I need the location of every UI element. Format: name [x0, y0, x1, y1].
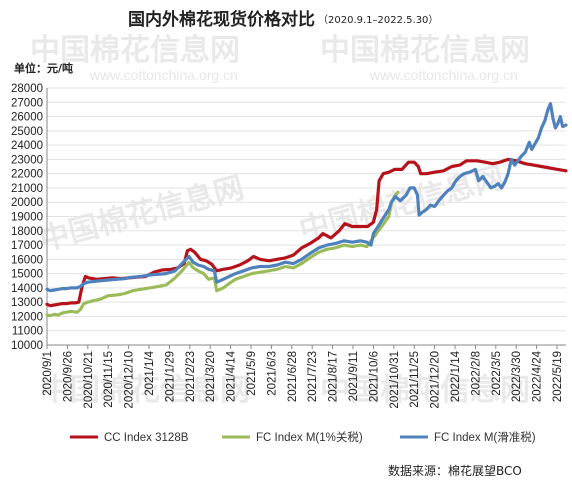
y-tick-label: 16000 — [11, 254, 43, 266]
x-tick-label: 2021/3/20 — [205, 351, 217, 402]
chart-title: 国内外棉花现货价格对比 — [128, 9, 315, 30]
series-fc-index-sliding — [45, 102, 568, 293]
y-tick-label: 25000 — [11, 126, 43, 138]
y-axis: 10000 11000 12000 13000 14000 15000 16000 17000… — [11, 83, 48, 352]
svg-text:www.cottonchina.org.cn: www.cottonchina.org.cn — [369, 67, 518, 83]
x-tick-label: 2021/5/9 — [246, 351, 258, 396]
data-source: 数据来源：棉花展望BCO — [388, 463, 522, 478]
x-tick-label: 2021/8/17 — [328, 351, 340, 402]
x-tick-label: 2021/10/6 — [368, 351, 380, 402]
y-tick-label: 15000 — [11, 269, 43, 281]
svg-text:www.cottonchina.org.cn: www.cottonchina.org.cn — [89, 67, 238, 83]
y-tick-label: 24000 — [11, 140, 43, 152]
gridlines — [47, 87, 566, 346]
y-tick-label: 27000 — [11, 97, 43, 109]
y-tick-label: 11000 — [12, 326, 43, 338]
y-tick-label: 17000 — [11, 240, 43, 252]
x-tick-label: 2022/2/8 — [470, 351, 482, 396]
x-tick-label: 2021/1/29 — [164, 351, 176, 402]
series-layer — [45, 102, 568, 318]
y-tick-label: 21000 — [11, 183, 43, 195]
series-fc-index-1pct — [45, 190, 400, 318]
y-tick-label: 26000 — [11, 112, 43, 124]
x-tick-label: 2021/11/25 — [409, 351, 421, 408]
y-tick-label: 10000 — [11, 340, 43, 352]
x-tick-label: 2020/12/10 — [124, 351, 136, 409]
y-tick-label: 12000 — [11, 311, 43, 323]
x-tick-label: 2021/2/23 — [185, 351, 197, 402]
svg-text:中国棉花信息网: 中国棉花信息网 — [40, 373, 250, 408]
chart-title-group: 国内外棉花现货价格对比 （2020.9.1–2022.5.30） — [128, 9, 438, 30]
legend-label-fc-1pct: FC Index M(1%关税) — [256, 430, 363, 444]
x-tick-label: 2020/9/1 — [42, 351, 54, 396]
series-cc-index — [45, 157, 568, 308]
y-tick-label: 20000 — [11, 197, 43, 209]
y-tick-label: 13000 — [11, 297, 43, 309]
x-tick-label: 2020/10/21 — [83, 351, 95, 409]
chart-subtitle: （2020.9.1–2022.5.30） — [318, 14, 438, 26]
x-tick-label: 2021/1/4 — [144, 350, 156, 395]
x-tick-label: 2022/3/5 — [491, 351, 503, 396]
legend-label-fc-sliding: FC Index M(滑准税) — [434, 430, 536, 444]
x-tick-label: 2022/5/19 — [552, 351, 564, 402]
x-tick-label: 2021/6/28 — [287, 351, 299, 402]
x-tick-label: 2021/7/23 — [307, 351, 319, 402]
legend-item-fc-1pct: FC Index M(1%关税) — [222, 430, 363, 444]
legend: CC Index 3128B FC Index M(1%关税) FC Index… — [70, 430, 536, 444]
x-tick-label: 2021/12/20 — [430, 351, 442, 409]
svg-text:中国棉花信息网: 中国棉花信息网 — [320, 373, 530, 408]
x-tick-label: 2020/11/15 — [103, 351, 115, 408]
x-tick-label: 2021/6/3 — [266, 351, 278, 396]
x-tick-label: 2022/4/24 — [532, 350, 544, 402]
legend-label-cc: CC Index 3128B — [104, 432, 189, 444]
y-tick-label: 22000 — [11, 169, 43, 181]
y-tick-label: 23000 — [11, 154, 43, 166]
y-tick-label: 14000 — [11, 283, 43, 295]
x-tick-label: 2021/10/31 — [389, 351, 401, 409]
y-tick-label: 19000 — [11, 212, 43, 224]
unit-label: 单位：元/吨 — [14, 61, 73, 75]
x-tick-label: 2020/9/26 — [62, 351, 74, 402]
x-tick-label: 2022/1/14 — [450, 350, 462, 402]
legend-item-fc-sliding: FC Index M(滑准税) — [400, 430, 536, 444]
x-tick-label: 2021/9/11 — [348, 351, 360, 401]
y-tick-label: 18000 — [11, 226, 43, 238]
y-tick-label: 28000 — [11, 83, 43, 95]
x-tick-label: 2022/3/30 — [511, 351, 523, 402]
legend-item-cc: CC Index 3128B — [70, 432, 189, 444]
x-tick-label: 2021/4/14 — [226, 350, 238, 402]
x-axis: 2020/9/1 2020/9/26 2020/10/21 2020/11/15 202… — [42, 344, 566, 409]
svg-text:中国棉花信息网: 中国棉花信息网 — [320, 33, 530, 68]
svg-text:中国棉花信息网: 中国棉花信息网 — [30, 33, 240, 68]
